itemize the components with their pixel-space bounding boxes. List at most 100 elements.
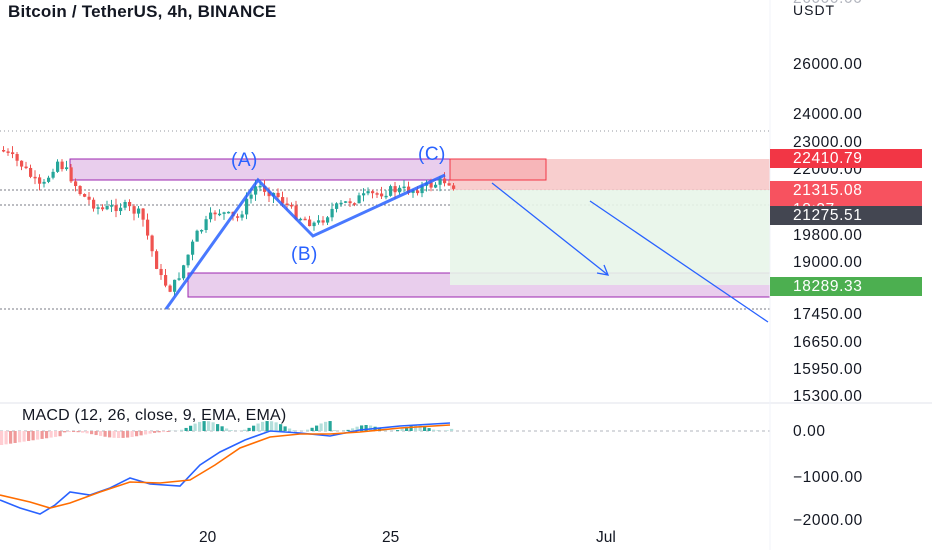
macd-histogram-bar (405, 426, 409, 431)
support-price-tag[interactable]: 18289.33 (770, 277, 922, 296)
macd-histogram-bar (193, 423, 197, 431)
macd-histogram-bar (0, 431, 4, 445)
macd-histogram-bar (117, 431, 121, 438)
candle (416, 190, 420, 194)
candle (195, 230, 199, 242)
price-axis-unit: USDT (793, 2, 836, 18)
candle (159, 268, 163, 276)
candle (128, 201, 132, 207)
macd-histogram-bar (351, 428, 355, 431)
candle (389, 186, 393, 196)
candle (33, 176, 37, 179)
macd-histogram-bar (220, 426, 224, 431)
candle (384, 195, 388, 198)
short-position-target-zone (450, 190, 770, 285)
macd-histogram-bar (58, 431, 62, 437)
candle (74, 181, 78, 187)
candle (308, 219, 312, 227)
time-axis-label: 25 (382, 529, 400, 546)
macd-histogram-bar (22, 431, 26, 442)
resistance-price-tag[interactable]: 22410.79 (770, 149, 922, 168)
macd-histogram-bar (283, 426, 287, 431)
candle (65, 167, 69, 170)
price-axis-label: 16650.00 (793, 334, 863, 351)
macd-histogram-bar (148, 431, 152, 434)
candle (245, 198, 249, 215)
candle (38, 177, 42, 184)
marker-price-tag[interactable]: 21275.51 (770, 206, 922, 225)
macd-line (0, 422, 451, 515)
candle (51, 171, 55, 178)
candle (429, 182, 433, 188)
candle (267, 191, 271, 197)
macd-histogram-bar (54, 431, 58, 437)
macd-histogram-bar (333, 430, 337, 431)
macd-histogram-bar (180, 429, 184, 431)
candle (222, 212, 226, 214)
candle (191, 241, 195, 255)
candle (317, 220, 321, 223)
macd-histogram-bar (409, 425, 413, 431)
price-axis-label: 19000.00 (793, 254, 863, 271)
macd-histogram-bar (225, 428, 229, 431)
candle (375, 193, 379, 195)
candle (371, 191, 375, 194)
candle (438, 178, 442, 185)
candle (164, 275, 168, 286)
macd-histogram-bar (166, 431, 170, 433)
candle (42, 181, 46, 184)
candle (146, 219, 150, 236)
macd-histogram-bar (72, 431, 76, 433)
candle (177, 278, 181, 280)
candle (119, 207, 123, 212)
wave-label-c[interactable]: (C) (418, 144, 446, 165)
candle (411, 190, 415, 193)
price-axis-label: 24000.00 (793, 106, 863, 123)
candle (114, 205, 118, 212)
macd-histogram-bar (432, 429, 436, 431)
candle (303, 218, 307, 221)
price-axis-label: 15950.00 (793, 361, 863, 378)
macd-histogram-bar (261, 421, 265, 431)
candle (420, 185, 424, 194)
wave-label-a[interactable]: (A) (231, 150, 258, 171)
macd-histogram-bar (423, 426, 427, 431)
macd-histogram-bar (4, 431, 8, 445)
candle (299, 218, 303, 221)
macd-histogram-bar (130, 431, 134, 437)
macd-histogram-bar (139, 431, 143, 436)
candle (326, 217, 330, 223)
price-axis-label: 17450.00 (793, 306, 863, 323)
macd-histogram-bar (292, 430, 296, 431)
symbol-title[interactable]: Bitcoin / TetherUS, 4h, BINANCE (8, 2, 277, 21)
candle (101, 207, 105, 210)
arrow-head (596, 264, 610, 276)
candle (105, 205, 109, 210)
macd-histogram-bar (382, 429, 386, 431)
candle (290, 204, 294, 207)
candle (263, 185, 267, 192)
macd-indicator-title[interactable]: MACD (12, 26, close, 9, EMA, EMA) (22, 407, 287, 424)
macd-histogram-bar (256, 423, 260, 431)
candle (137, 208, 141, 214)
macd-histogram-bar (364, 425, 368, 431)
candle (240, 214, 244, 218)
candle (339, 202, 343, 205)
wave-label-b[interactable]: (B) (291, 244, 318, 265)
candle (92, 199, 96, 209)
last-price-value: 21315.08 (793, 182, 863, 199)
candle (443, 178, 447, 184)
price-axis-label: 26000.00 (793, 0, 862, 8)
macd-histogram-bar (121, 431, 125, 438)
candle (11, 152, 15, 155)
candle (15, 154, 19, 161)
macd-histogram-bar (310, 427, 314, 431)
macd-histogram-bar (319, 423, 323, 431)
macd-histogram-bar (90, 431, 94, 435)
time-axis-label: Jul (596, 529, 616, 546)
macd-histogram-bar (189, 425, 193, 431)
candle (362, 193, 366, 196)
candle (173, 279, 177, 292)
candle (366, 191, 370, 194)
